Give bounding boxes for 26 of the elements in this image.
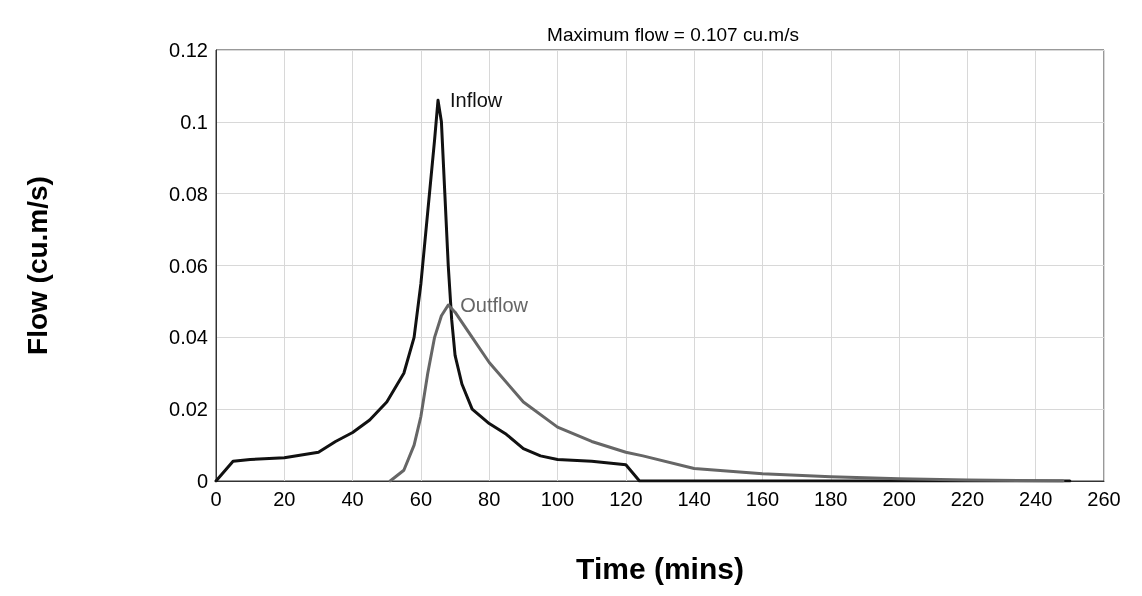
x-tick-label: 20 [273, 488, 296, 510]
y-tick-label: 0.1 [180, 110, 208, 133]
y-tick-label: 0.12 [169, 39, 208, 61]
chart-title: Maximum flow = 0.107 cu.m/s [547, 24, 799, 45]
x-tick-label: 180 [814, 488, 848, 510]
x-tick-label: 140 [677, 488, 711, 510]
x-tick-label: 220 [950, 488, 985, 510]
x-tick-label: 100 [540, 488, 575, 510]
y-tick-label: 0 [196, 470, 208, 492]
x-tick-label: 240 [1019, 488, 1053, 510]
y-tick-label: 0.02 [169, 398, 208, 421]
x-tick-label: 200 [882, 488, 916, 510]
x-tick-label: 60 [409, 488, 433, 510]
series-label: Inflow [450, 89, 503, 112]
x-tick-label: 80 [478, 488, 501, 510]
y-tick-label: 0.06 [169, 254, 208, 277]
series-label: Outflow [460, 294, 529, 317]
y-tick-label: 0.08 [169, 182, 208, 205]
x-tick-label: 120 [609, 488, 643, 510]
x-tick-label: 160 [745, 488, 780, 510]
y-axis-title: Flow (cu.m/s) [21, 176, 53, 355]
x-tick-label: 40 [341, 488, 364, 510]
x-tick-label: 260 [1087, 488, 1121, 510]
x-axis-title: Time (mins) [576, 551, 744, 585]
x-tick-label: 0 [210, 488, 222, 510]
y-tick-label: 0.04 [169, 326, 208, 349]
